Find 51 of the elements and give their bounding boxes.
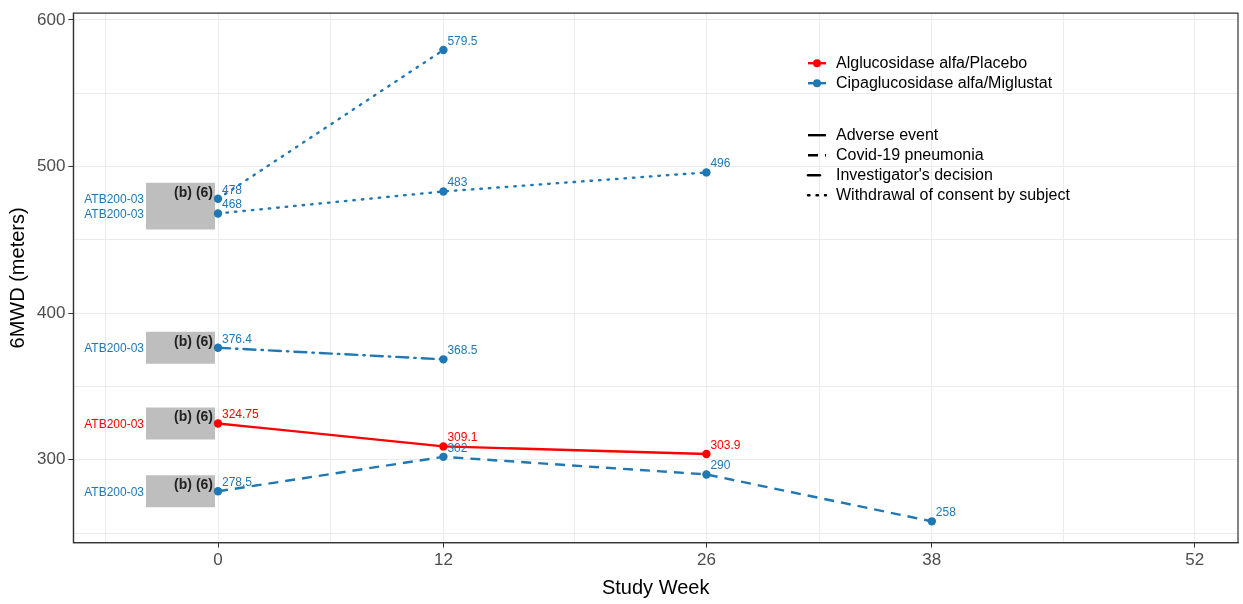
legend-label: Alglucosidase alfa/Placebo	[836, 53, 1028, 71]
annotation: (b) (6)	[174, 332, 213, 349]
point	[702, 168, 711, 177]
annotation: Adverse event	[836, 125, 939, 143]
x-tick-label: 38	[922, 550, 942, 570]
data-label: 496	[710, 156, 731, 171]
y-tick-label: 400	[36, 302, 66, 322]
point	[439, 355, 448, 364]
annotation: Covid-19 pneumonia	[836, 145, 984, 163]
annotation: ATB200-03	[84, 416, 145, 431]
annotation: (b) (6)	[174, 183, 213, 200]
point	[439, 442, 448, 451]
point	[213, 194, 223, 204]
annotation: (b) (6)	[174, 476, 213, 493]
point	[702, 449, 711, 459]
data-label: 303.9	[710, 438, 741, 453]
point	[439, 45, 448, 55]
annotation: Withdrawal of consent by subject	[836, 185, 1071, 203]
point	[439, 187, 448, 196]
data-label: 278.5	[222, 475, 253, 490]
annotation: ATB200-03	[84, 484, 145, 499]
annotation: ATB200-03	[84, 192, 145, 207]
data-label: 579.5	[447, 34, 478, 48]
x-tick-label: 52	[1185, 550, 1205, 570]
y-axis-title: 6MWD (meters)	[5, 207, 28, 349]
point	[213, 209, 223, 218]
data-label: 324.75	[222, 407, 260, 422]
x-tick-label: 26	[696, 550, 716, 570]
point	[927, 517, 937, 526]
x-tick-label: 12	[433, 550, 453, 570]
annotation: ATB200-03	[84, 341, 145, 356]
point	[213, 419, 223, 428]
point	[213, 487, 223, 496]
annotation: ATB200-03	[84, 206, 145, 221]
y-tick-label: 300	[36, 449, 66, 469]
point	[702, 470, 711, 479]
data-label: 258	[935, 505, 957, 520]
y-tick-label: 600	[36, 9, 66, 29]
x-axis-title: Study Week	[601, 575, 711, 598]
y-tick-label: 500	[36, 156, 66, 176]
data-label: 483	[447, 175, 468, 190]
annotation: Investigator's decision	[836, 165, 993, 183]
x-tick-label: 0	[213, 550, 223, 570]
legend-label: Cipaglucosidase alfa/Miglustat	[836, 73, 1053, 91]
annotation: (b) (6)	[174, 408, 213, 425]
point	[439, 452, 448, 462]
data-label: 290	[710, 458, 731, 473]
data-label: 468	[222, 197, 243, 212]
point	[213, 343, 223, 352]
data-label: 376.4	[222, 331, 253, 346]
data-label: 368.5	[447, 343, 478, 358]
